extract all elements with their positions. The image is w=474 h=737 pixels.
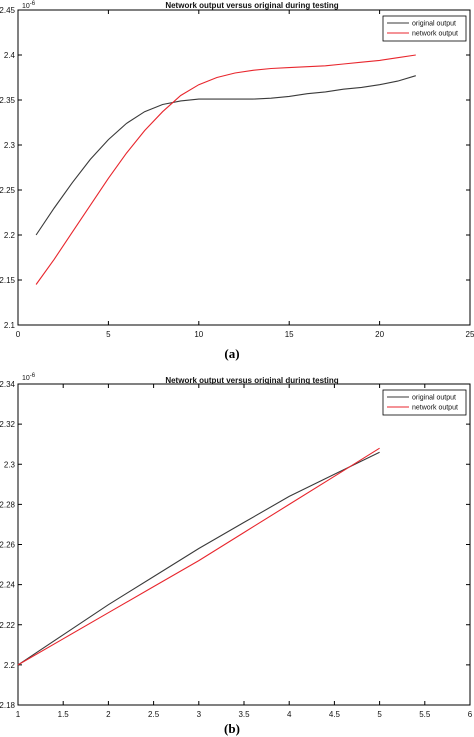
- legend-label: original output: [412, 395, 456, 402]
- y-tick-label: 2.2: [4, 231, 16, 240]
- x-tick-label: 2: [106, 710, 111, 719]
- y-exponent-power: -6: [30, 373, 36, 379]
- y-tick-label: 2.24: [0, 581, 16, 590]
- x-tick-label: 1: [16, 710, 21, 719]
- y-tick-label: 2.15: [0, 276, 16, 285]
- x-tick-label: 20: [375, 330, 384, 339]
- chart-b: Network output versus original during te…: [0, 373, 473, 736]
- legend-label: network output: [412, 405, 458, 412]
- y-exponent-label: 10-6: [22, 1, 36, 10]
- x-tick-label: 10: [194, 330, 203, 339]
- legend-label: network output: [412, 31, 458, 38]
- y-tick-label: 2.3: [4, 141, 16, 150]
- y-tick-label: 2.26: [0, 541, 16, 550]
- series-line-network-output: [35, 54, 416, 285]
- x-tick-label: 0: [16, 330, 21, 339]
- chart-title: Network output versus original during te…: [165, 1, 338, 10]
- legend-label: original output: [412, 21, 456, 28]
- x-tick-label: 15: [285, 330, 294, 339]
- series-line-original-output: [35, 75, 416, 236]
- plot-area-box: [17, 383, 471, 706]
- y-tick-label: 2.35: [0, 96, 16, 105]
- y-tick-label: 2.32: [0, 420, 16, 429]
- x-tick-label: 3.5: [238, 710, 250, 719]
- chart-a: Network output versus original during te…: [0, 1, 474, 361]
- legend-box: [382, 15, 467, 42]
- figure-caption: (a): [224, 346, 239, 361]
- y-tick-label: 2.34: [0, 380, 16, 389]
- x-tick-label: 5: [106, 330, 111, 339]
- x-tick-label: 5: [377, 710, 382, 719]
- y-tick-label: 2.2: [4, 661, 16, 670]
- legend-box: [382, 389, 467, 416]
- x-tick-label: 5.5: [419, 710, 431, 719]
- y-tick-label: 2.45: [0, 6, 16, 15]
- plot-area-box: [17, 9, 471, 326]
- y-tick-label: 2.4: [4, 51, 16, 60]
- y-exponent-label: 10-6: [22, 373, 36, 382]
- y-tick-label: 2.3: [4, 460, 16, 469]
- y-exponent-power: -6: [30, 1, 36, 7]
- series-line-network-output: [17, 447, 380, 666]
- x-tick-label: 1.5: [58, 710, 70, 719]
- x-tick-label: 3: [197, 710, 202, 719]
- chart-title: Network output versus original during te…: [165, 376, 338, 385]
- y-tick-label: 2.18: [0, 701, 16, 710]
- x-tick-label: 4.5: [329, 710, 341, 719]
- y-tick-label: 2.1: [4, 321, 16, 330]
- y-tick-label: 2.25: [0, 186, 16, 195]
- y-tick-label: 2.28: [0, 500, 16, 509]
- figure-caption: (b): [224, 721, 240, 736]
- x-tick-label: 25: [466, 330, 474, 339]
- x-tick-label: 6: [468, 710, 473, 719]
- x-tick-label: 2.5: [148, 710, 160, 719]
- y-tick-label: 2.22: [0, 621, 16, 630]
- x-tick-label: 4: [287, 710, 292, 719]
- series-line-original-output: [17, 451, 380, 666]
